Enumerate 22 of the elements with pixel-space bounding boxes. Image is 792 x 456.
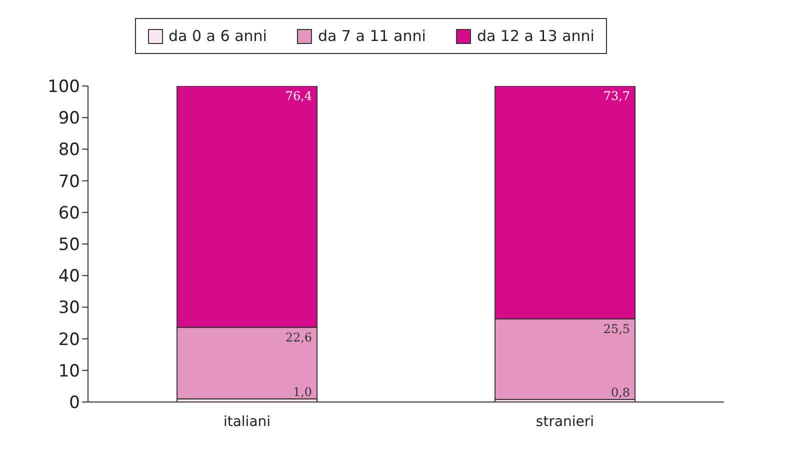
legend-label: da 0 a 6 anni <box>168 27 267 45</box>
y-tick-label: 30 <box>58 298 80 318</box>
y-tick-label: 80 <box>58 140 80 160</box>
x-tick-label: italiani <box>223 414 271 430</box>
data-label: 0,8 <box>610 385 630 400</box>
legend-label: da 7 a 11 anni <box>316 27 426 45</box>
data-label: 1,0 <box>292 384 312 399</box>
y-tick-label: 100 <box>48 77 80 98</box>
y-tick-label: 70 <box>58 172 80 192</box>
x-tick-label: stranieri <box>536 414 594 430</box>
y-tick-label: 40 <box>58 266 80 287</box>
y-tick-label: 60 <box>58 203 80 224</box>
y-tick-label: 10 <box>58 361 80 382</box>
data-label: 25,5 <box>603 322 630 336</box>
y-tick-label: 50 <box>58 235 80 256</box>
y-tick-label: 90 <box>58 108 80 129</box>
data-label: 22,6 <box>285 330 312 344</box>
y-tick-label: 0 <box>69 393 80 414</box>
data-label: 76,4 <box>285 89 312 103</box>
data-label: 73,7 <box>603 89 630 103</box>
legend-label: da 12 a 13 anni <box>476 27 594 45</box>
y-tick-label: 20 <box>58 330 80 350</box>
